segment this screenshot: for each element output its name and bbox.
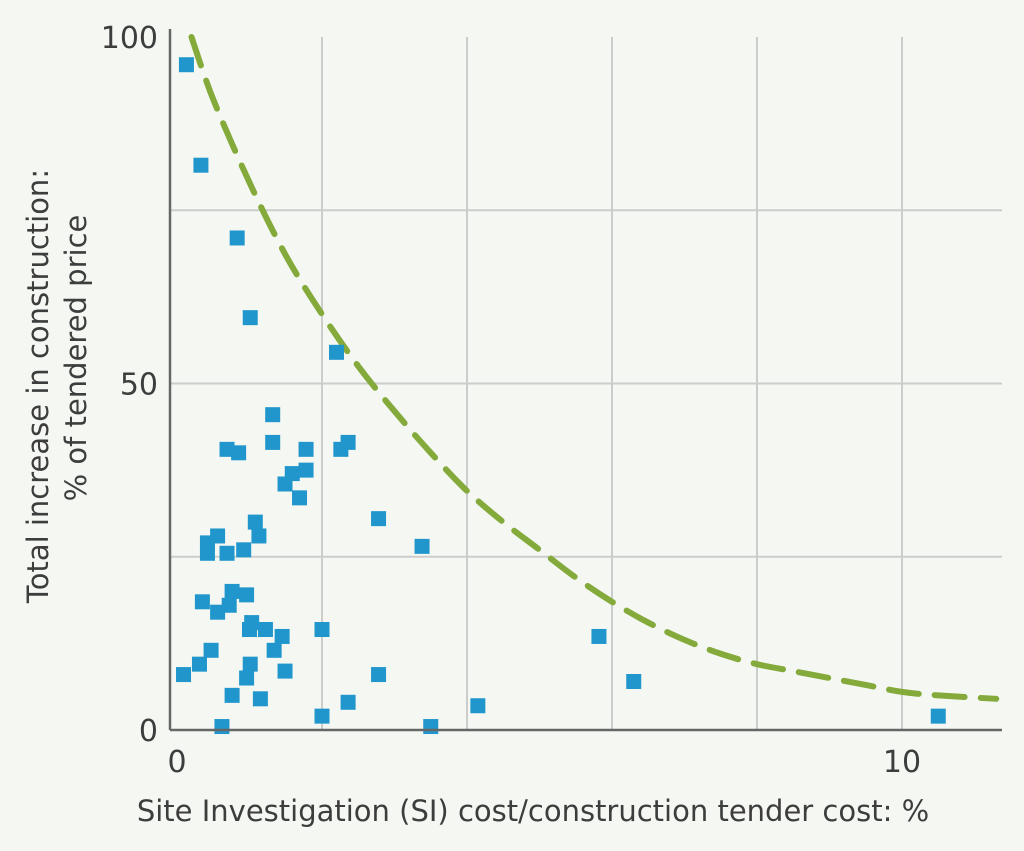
data-point: [239, 670, 255, 686]
data-point: [340, 694, 356, 710]
data-point: [340, 434, 356, 450]
data-point: [203, 642, 219, 658]
data-point: [229, 230, 245, 246]
data-point: [176, 667, 192, 683]
y-tick-label: 0: [139, 714, 158, 749]
data-point: [265, 407, 281, 423]
data-point: [277, 663, 293, 679]
data-point: [191, 656, 207, 672]
data-point: [371, 511, 387, 527]
data-point: [231, 445, 247, 461]
data-point: [199, 545, 215, 561]
data-point: [329, 344, 344, 360]
data-point: [423, 719, 439, 735]
data-point: [242, 310, 258, 326]
trend-curve: [188, 34, 1000, 702]
data-point: [292, 490, 308, 506]
data-point: [193, 157, 209, 173]
data-point: [194, 594, 210, 610]
data-point: [314, 708, 330, 724]
data-point: [210, 604, 226, 620]
data-point: [591, 628, 607, 644]
x-tick-label: 0: [167, 745, 186, 780]
tick-labels: 0 50 100 0 10: [101, 21, 921, 780]
data-point: [219, 441, 235, 457]
x-tick-label: 10: [883, 745, 921, 780]
data-point: [626, 673, 642, 689]
data-point: [178, 57, 194, 73]
data-point: [257, 622, 273, 638]
gridlines: [170, 37, 1002, 730]
data-point: [221, 597, 237, 613]
data-points: [176, 57, 946, 735]
data-point: [214, 719, 230, 735]
data-point: [298, 462, 314, 478]
data-point: [314, 622, 330, 638]
data-point: [219, 545, 235, 561]
data-point: [470, 698, 486, 714]
data-point: [371, 667, 387, 683]
data-point: [414, 538, 430, 554]
trend-curve-layer: [188, 34, 1000, 702]
y-axis-title-line1: Total increase in construction:: [21, 169, 55, 604]
data-point: [242, 656, 258, 672]
data-point: [242, 622, 257, 638]
data-point: [252, 691, 268, 707]
data-point: [298, 441, 314, 457]
data-point: [930, 708, 946, 724]
axes: [168, 29, 1002, 732]
data-point: [265, 434, 281, 450]
data-point: [247, 514, 263, 530]
data-point: [266, 642, 282, 658]
data-point: [277, 476, 293, 492]
data-point: [251, 528, 267, 544]
y-tick-label: 100: [101, 21, 158, 56]
data-point: [236, 542, 252, 558]
y-axis-title-line2: % of tendered price: [59, 215, 93, 502]
data-point: [274, 628, 290, 644]
y-tick-label: 50: [120, 368, 158, 403]
data-point: [239, 587, 255, 603]
x-axis-title: Site Investigation (SI) cost/constructio…: [137, 794, 929, 828]
data-point: [224, 687, 240, 703]
data-point: [224, 583, 240, 599]
